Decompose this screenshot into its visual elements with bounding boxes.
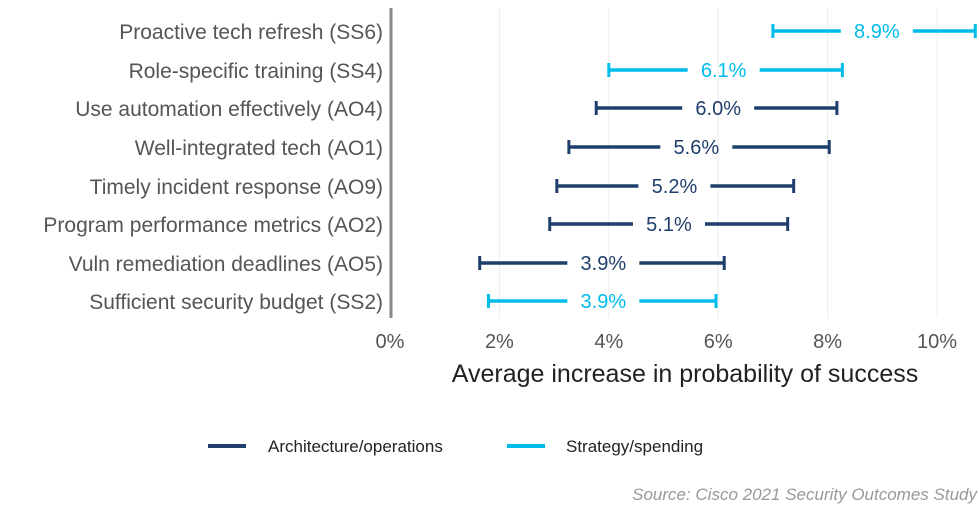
category-label: Timely incident response (AO9) [90, 176, 383, 199]
value-label: 3.9% [581, 253, 627, 275]
x-tick-label: 8% [813, 331, 842, 353]
category-label: Sufficient security budget (SS2) [89, 291, 383, 314]
category-label: Role-specific training (SS4) [129, 60, 383, 83]
category-label: Vuln remediation deadlines (AO5) [69, 253, 383, 276]
x-tick-label: 4% [594, 331, 623, 353]
source-note: Source: Cisco 2021 Security Outcomes Stu… [632, 485, 978, 504]
x-ticks: 0% 2% 4% 6% 8% 10% [376, 331, 958, 353]
gridlines [498, 8, 938, 318]
row: Vuln remediation deadlines (AO5) 3.9% [69, 253, 726, 276]
row: Role-specific training (SS4) 6.1% [129, 60, 844, 83]
value-label: 5.2% [652, 176, 698, 198]
legend-label-strategy: Strategy/spending [566, 437, 703, 456]
value-label: 3.9% [581, 291, 627, 313]
value-label: 5.6% [674, 137, 720, 159]
x-tick-label: 10% [917, 331, 957, 353]
value-label: 6.0% [695, 98, 741, 120]
value-label: 6.1% [701, 60, 747, 82]
category-label: Program performance metrics (AO2) [43, 214, 383, 237]
x-tick-label: 2% [485, 331, 514, 353]
legend: Architecture/operations Strategy/spendin… [208, 437, 703, 456]
row: Use automation effectively (AO4) 6.0% [75, 98, 839, 121]
row: Proactive tech refresh (SS6) 8.9% [119, 21, 977, 44]
row: Well-integrated tech (AO1) 5.6% [135, 137, 831, 160]
legend-label-architecture: Architecture/operations [268, 437, 443, 456]
category-label: Proactive tech refresh (SS6) [119, 21, 383, 44]
category-label: Well-integrated tech (AO1) [135, 137, 383, 160]
value-label: 5.1% [646, 214, 692, 236]
row: Program performance metrics (AO2) 5.1% [43, 214, 790, 237]
category-label: Use automation effectively (AO4) [75, 98, 383, 121]
row: Sufficient security budget (SS2) 3.9% [89, 291, 718, 314]
x-tick-label: 0% [376, 331, 405, 353]
row: Timely incident response (AO9) 5.2% [90, 176, 796, 199]
value-label: 8.9% [854, 21, 900, 43]
x-axis-label: Average increase in probability of succe… [452, 360, 918, 388]
x-tick-label: 6% [704, 331, 733, 353]
chart-rows: Proactive tech refresh (SS6) 8.9% Role-spe… [43, 21, 977, 314]
